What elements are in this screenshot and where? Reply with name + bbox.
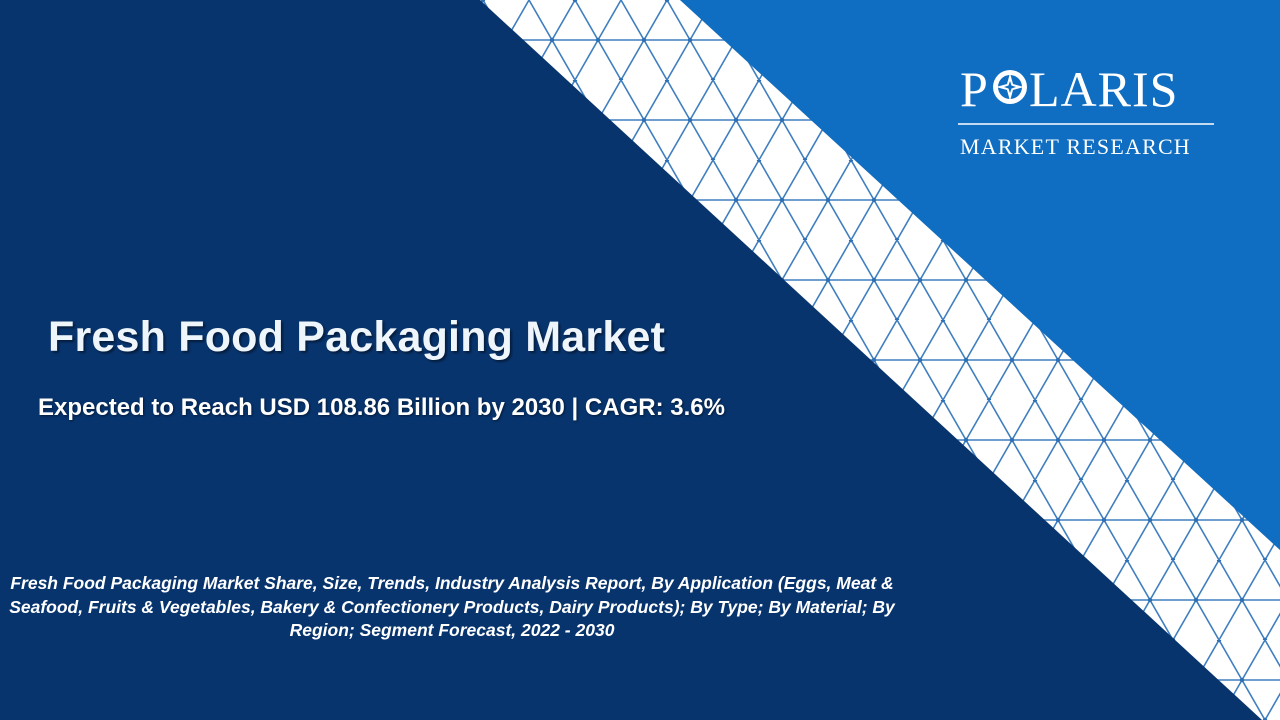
report-description: Fresh Food Packaging Market Share, Size,… xyxy=(9,573,895,640)
page-title: Fresh Food Packaging Market xyxy=(48,313,666,361)
logo-brand-p: P xyxy=(960,61,988,117)
logo-brand-rest: LARIS xyxy=(1029,61,1178,117)
compass-star-icon xyxy=(993,70,1027,104)
logo-tagline: MARKET RESEARCH xyxy=(960,134,1191,159)
market-forecast-subtitle: Expected to Reach USD 108.86 Billion by … xyxy=(38,394,725,421)
hex-pattern-stripe xyxy=(480,0,1280,720)
polaris-logo: P LARIS MARKET RESEARCH xyxy=(958,61,1214,159)
